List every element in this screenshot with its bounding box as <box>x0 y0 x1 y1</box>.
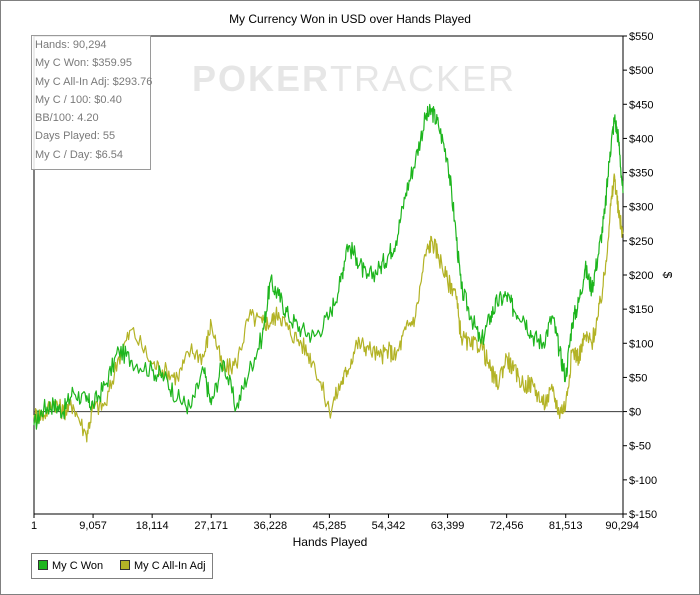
x-tick-label: 27,171 <box>194 520 228 532</box>
legend: My C Won My C All-In Adj <box>31 553 213 579</box>
y-tick-label: $500 <box>629 65 653 77</box>
x-tick-label: 72,456 <box>490 520 524 532</box>
x-tick-label: 90,294 <box>605 520 639 532</box>
y-tick-label: $-150 <box>629 509 657 521</box>
y-tick-label: $450 <box>629 99 653 111</box>
y-tick-label: $-100 <box>629 475 657 487</box>
stats-box: Hands: 90,294 My C Won: $359.95 My C All… <box>31 35 153 170</box>
y-tick-label: $250 <box>629 236 653 248</box>
y-tick-label: $300 <box>629 202 653 214</box>
legend-swatch-allin <box>120 560 130 570</box>
stats-line-hands: Hands: 90,294 <box>35 39 107 51</box>
x-axis-label: Hands Played <box>292 535 368 549</box>
stats-line-allin: My C All-In Adj: $293.76 <box>35 75 153 88</box>
chart-title: My Currency Won in USD over Hands Played <box>229 12 471 26</box>
watermark-part2: TRACKER <box>330 58 517 99</box>
stats-line-days: Days Played: 55 <box>35 130 116 143</box>
stats-line-won: My C Won: $359.95 <box>35 57 133 70</box>
y-tick-label: $100 <box>629 338 653 350</box>
x-tick-label: 63,399 <box>431 520 465 532</box>
y-tick-label: $-50 <box>629 441 651 453</box>
legend-item-won: My C Won <box>38 560 103 572</box>
watermark-part1: POKER <box>192 58 331 99</box>
y-axis-label: $ <box>660 271 675 279</box>
x-tick-label: 18,114 <box>136 520 169 532</box>
series-line-allin <box>33 173 624 443</box>
y-tick-label: $0 <box>629 407 641 419</box>
x-tick-label: 9,057 <box>79 520 107 532</box>
watermark-logo: POKERTRACKER <box>192 58 516 100</box>
stats-line-per100: My C / 100: $0.40 <box>35 93 122 106</box>
series-line-won <box>33 103 624 430</box>
legend-label-allin: My C All-In Adj <box>134 560 206 572</box>
stats-line-perday: My C / Day: $6.54 <box>35 148 124 161</box>
stats-line-bb100: BB/100: 4.20 <box>35 112 99 125</box>
y-tick-label: $50 <box>629 372 647 384</box>
x-tick-label: 1 <box>31 520 37 532</box>
y-tick-label: $150 <box>629 304 653 316</box>
x-tick-label: 45,285 <box>313 520 347 532</box>
x-tick-label: 81,513 <box>549 520 583 532</box>
legend-label-won: My C Won <box>52 560 104 572</box>
legend-swatch-won <box>38 560 48 570</box>
legend-item-allin: My C All-In Adj <box>120 560 206 572</box>
x-tick-label: 54,342 <box>372 520 406 532</box>
y-tick-label: $550 <box>629 31 653 43</box>
y-tick-label: $400 <box>629 133 653 145</box>
y-tick-label: $200 <box>629 270 653 282</box>
y-tick-label: $350 <box>629 168 653 180</box>
x-tick-label: 36,228 <box>253 520 287 532</box>
